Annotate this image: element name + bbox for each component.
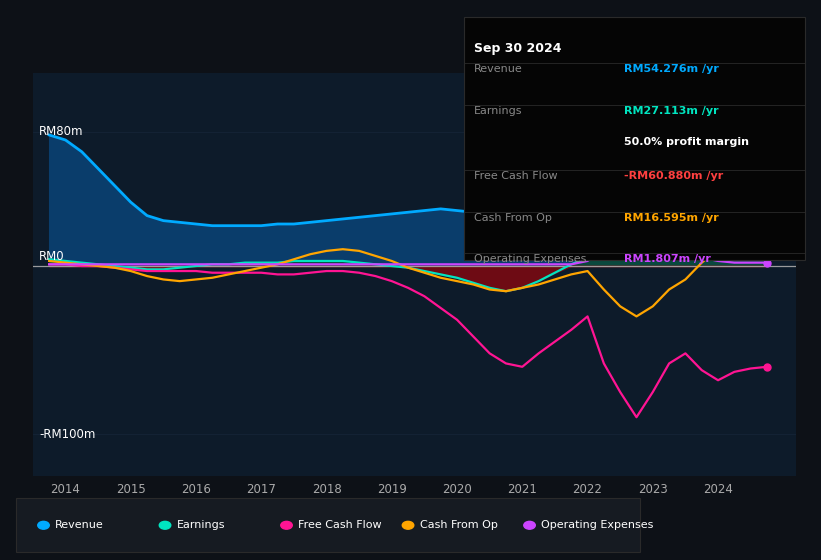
- Text: RM80m: RM80m: [39, 125, 84, 138]
- Text: Operating Expenses: Operating Expenses: [474, 254, 586, 264]
- Text: Revenue: Revenue: [55, 520, 103, 530]
- Text: RM0: RM0: [39, 250, 65, 263]
- Text: RM1.807m /yr: RM1.807m /yr: [624, 254, 711, 264]
- Text: Operating Expenses: Operating Expenses: [541, 520, 654, 530]
- Text: Earnings: Earnings: [474, 106, 522, 116]
- Text: Cash From Op: Cash From Op: [474, 213, 552, 223]
- Text: Cash From Op: Cash From Op: [420, 520, 498, 530]
- Text: Revenue: Revenue: [474, 64, 522, 74]
- Text: -RM60.880m /yr: -RM60.880m /yr: [624, 171, 723, 181]
- Text: Earnings: Earnings: [177, 520, 225, 530]
- Text: Free Cash Flow: Free Cash Flow: [474, 171, 557, 181]
- Text: -RM100m: -RM100m: [39, 427, 96, 441]
- Text: RM16.595m /yr: RM16.595m /yr: [624, 213, 718, 223]
- Text: RM27.113m /yr: RM27.113m /yr: [624, 106, 718, 116]
- Text: 50.0% profit margin: 50.0% profit margin: [624, 137, 749, 147]
- Text: Free Cash Flow: Free Cash Flow: [298, 520, 382, 530]
- Text: RM54.276m /yr: RM54.276m /yr: [624, 64, 719, 74]
- Text: Sep 30 2024: Sep 30 2024: [474, 42, 562, 55]
